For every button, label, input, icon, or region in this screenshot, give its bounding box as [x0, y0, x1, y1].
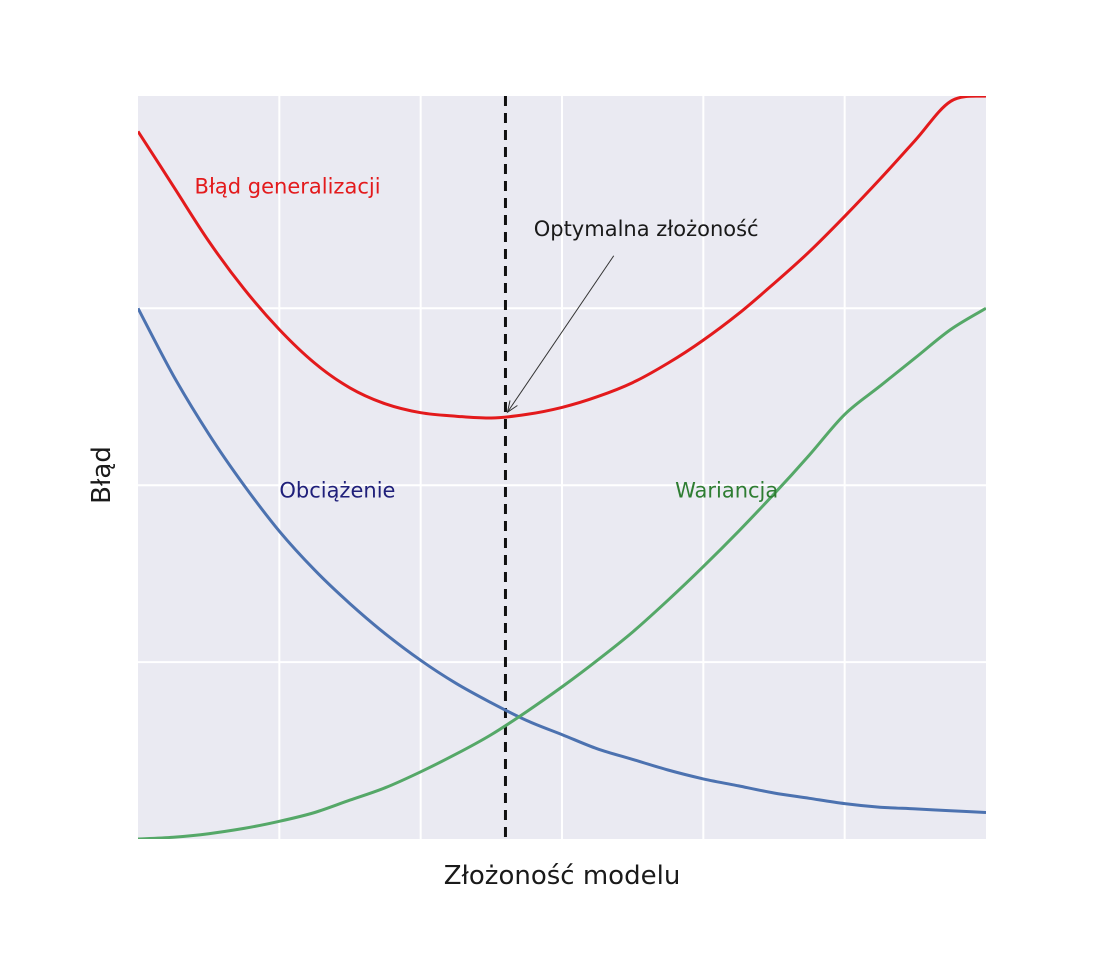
series-line-variance [138, 307, 986, 839]
series-line-bias [138, 307, 986, 814]
grid-lines [138, 96, 986, 839]
series-line-generalization-error [138, 96, 986, 420]
x-axis-label: Złożoność modelu [444, 861, 681, 891]
y-axis-label: Błąd [87, 446, 117, 504]
annotation-arrow-line [507, 255, 615, 413]
series-label-variance: Wariancja [675, 479, 778, 503]
series-label-generalization-error: Błąd generalizacji [195, 174, 381, 198]
series-labels: Błąd generalizacji Obciążenie Wariancja [195, 174, 779, 502]
series-lines [138, 96, 986, 839]
annotation-arrow [506, 255, 615, 414]
annotation-label: Optymalna złożoność [534, 217, 759, 241]
series-label-bias: Obciążenie [279, 479, 395, 503]
annotation-arrow-head [506, 400, 518, 414]
